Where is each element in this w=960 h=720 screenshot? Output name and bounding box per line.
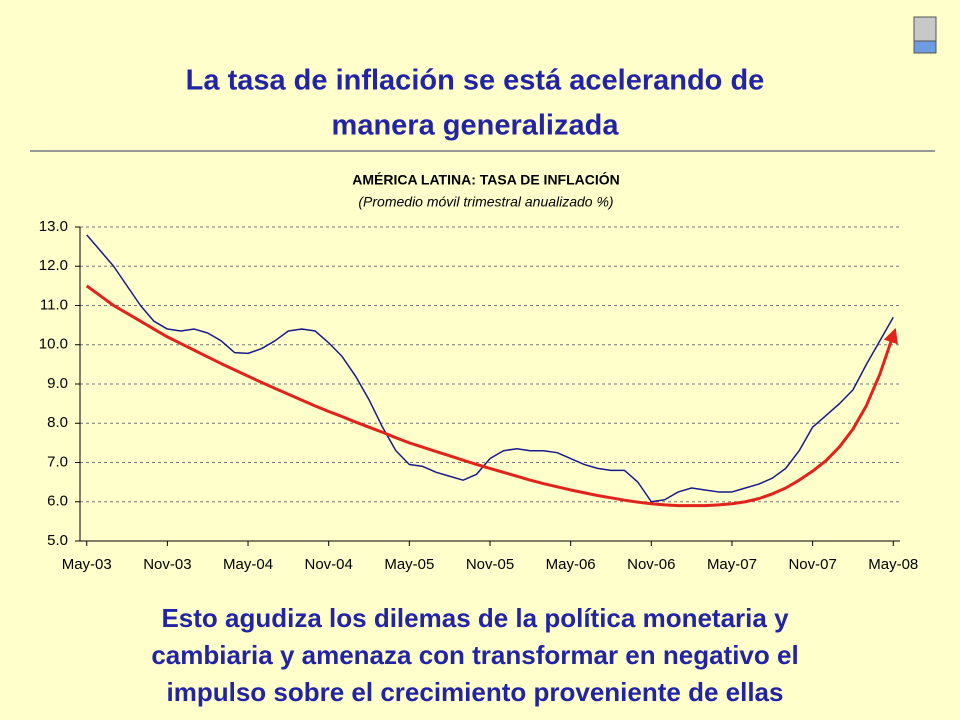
- series-line: [86, 234, 894, 503]
- y-tick-label: 11.0: [40, 296, 68, 313]
- y-tick-label: 7.0: [47, 453, 68, 470]
- y-tick-label: 13.0: [39, 218, 68, 235]
- x-tick-label: May-05: [384, 556, 434, 573]
- y-tick-label: 6.0: [47, 493, 68, 510]
- x-tick-label: Nov-04: [305, 556, 353, 573]
- footer: impulso sobre el crecimiento proveniente…: [167, 677, 784, 707]
- series-line: [85, 284, 898, 508]
- headline: manera generalizada: [332, 110, 620, 142]
- y-tick-label: 8.0: [47, 414, 68, 431]
- x-tick-label: Nov-06: [627, 556, 675, 573]
- headline: La tasa de inflación se está acelerando …: [186, 65, 765, 97]
- x-tick-label: May-06: [546, 556, 596, 573]
- footer: Esto agudiza los dilemas de la política …: [161, 603, 789, 633]
- x-tick-label: May-08: [868, 556, 918, 573]
- y-tick-label: 10.0: [39, 336, 68, 353]
- icon-bottom: [913, 40, 937, 54]
- x-tick-label: May-07: [707, 556, 757, 573]
- x-tick-label: Nov-05: [466, 556, 514, 573]
- x-tick-label: Nov-07: [788, 556, 836, 573]
- chart-subtitle: (Promedio móvil trimestral anualizado %): [358, 194, 613, 210]
- y-tick-label: 12.0: [39, 257, 68, 274]
- y-tick-label: 5.0: [47, 532, 68, 549]
- chart-title: AMÉRICA LATINA: TASA DE INFLACIÓN: [352, 171, 620, 188]
- footer: cambiaria y amenaza con transformar en n…: [151, 640, 798, 670]
- x-tick-label: Nov-03: [143, 556, 191, 573]
- icon-top: [913, 16, 937, 42]
- x-tick-label: May-04: [223, 556, 273, 573]
- y-tick-label: 9.0: [47, 375, 68, 392]
- x-tick-label: May-03: [62, 556, 112, 573]
